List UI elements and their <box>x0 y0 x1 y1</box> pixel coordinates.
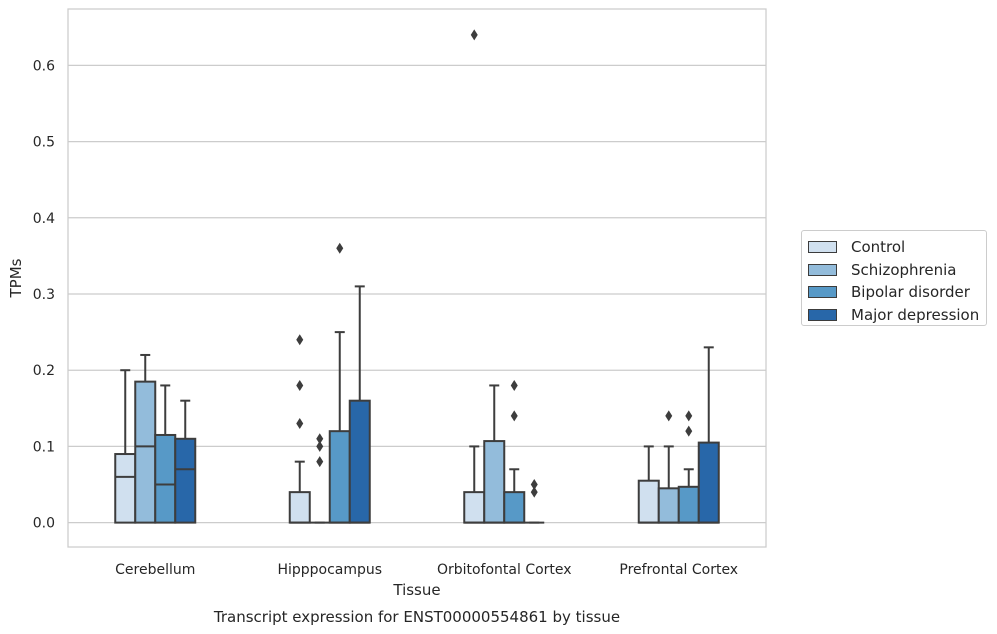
box-body <box>697 441 720 524</box>
outlier-marker <box>316 433 324 445</box>
outlier-marker <box>316 440 324 452</box>
box-schizophrenia <box>483 384 506 524</box>
x-tick-label: Orbitofontal Cortex <box>437 562 572 578</box>
legend-item-major-depression: Major depression <box>808 304 986 327</box>
legend-swatch <box>808 308 837 321</box>
box-body <box>463 491 486 524</box>
chart-title: Transcript expression for ENST0000055486… <box>213 608 620 626</box>
outlier-marker <box>296 334 304 346</box>
y-axis-label: TPMs <box>7 258 25 298</box>
box-bipolar-disorder <box>328 242 351 524</box>
box-body <box>348 399 371 524</box>
box-control <box>288 334 311 524</box>
plot-frame <box>67 8 767 548</box>
box-body <box>288 491 311 524</box>
box-body <box>134 380 157 524</box>
x-tick-label: Prefrontal Cortex <box>619 562 738 578</box>
outlier-marker <box>685 410 693 422</box>
box-body <box>154 433 177 524</box>
y-tick-label: 0.0 <box>33 516 55 532</box>
outlier-marker <box>530 486 538 498</box>
outlier-marker <box>296 418 304 430</box>
box-schizophrenia <box>309 433 330 524</box>
outlier-marker <box>530 479 538 491</box>
box-control <box>114 369 137 524</box>
x-tick-labels: Cerebellum Hipppocampus Orbitofontal Corte… <box>115 562 738 578</box>
y-tick-label: 0.5 <box>33 135 55 151</box>
outlier-marker <box>685 425 693 437</box>
box-body <box>637 479 660 524</box>
box-body <box>328 430 351 524</box>
legend-swatch <box>808 241 837 254</box>
box-body <box>503 491 526 524</box>
y-tick-label: 0.2 <box>33 363 55 379</box>
box-body <box>174 437 197 524</box>
y-tick-label: 0.3 <box>33 287 55 303</box>
box-bipolar-disorder <box>503 379 526 524</box>
outlier-marker <box>470 29 478 41</box>
x-axis-label: Tissue <box>392 581 440 599</box>
legend: Control Schizophrenia Bipolar disorder M… <box>801 230 987 326</box>
legend-item-schizophrenia: Schizophrenia <box>808 259 986 282</box>
box-major-depression <box>524 479 545 524</box>
outlier-marker <box>296 379 304 391</box>
box-body <box>677 485 700 524</box>
box-major-depression <box>348 285 371 524</box>
legend-label: Major depression <box>851 305 980 324</box>
box-groups <box>114 29 720 524</box>
box-body <box>114 453 137 524</box>
x-tick-label: Cerebellum <box>115 562 195 578</box>
outlier-marker <box>336 242 344 254</box>
y-tick-labels: 0.0 0.1 0.2 0.3 0.4 0.5 0.6 <box>33 58 55 531</box>
x-tick-label: Hipppocampus <box>277 562 382 578</box>
legend-label: Schizophrenia <box>851 260 957 279</box>
box-body <box>483 440 506 524</box>
y-tick-label: 0.6 <box>33 58 55 74</box>
y-tick-label: 0.4 <box>33 211 55 227</box>
outlier-marker <box>665 410 673 422</box>
legend-item-bipolar-disorder: Bipolar disorder <box>808 281 986 304</box>
box-major-depression <box>174 399 197 524</box>
box-bipolar-disorder <box>154 384 177 524</box>
box-major-depression <box>697 346 720 524</box>
box-body <box>657 487 680 524</box>
legend-label: Bipolar disorder <box>851 283 970 302</box>
legend-item-control: Control <box>808 236 986 259</box>
legend-label: Control <box>851 238 906 257</box>
box-control <box>463 29 486 524</box>
outlier-marker <box>316 456 324 468</box>
outlier-marker <box>510 379 518 391</box>
outlier-marker <box>510 410 518 422</box>
legend-swatch <box>808 263 837 276</box>
y-tick-label: 0.1 <box>33 439 55 455</box>
legend-swatch <box>808 286 837 299</box>
